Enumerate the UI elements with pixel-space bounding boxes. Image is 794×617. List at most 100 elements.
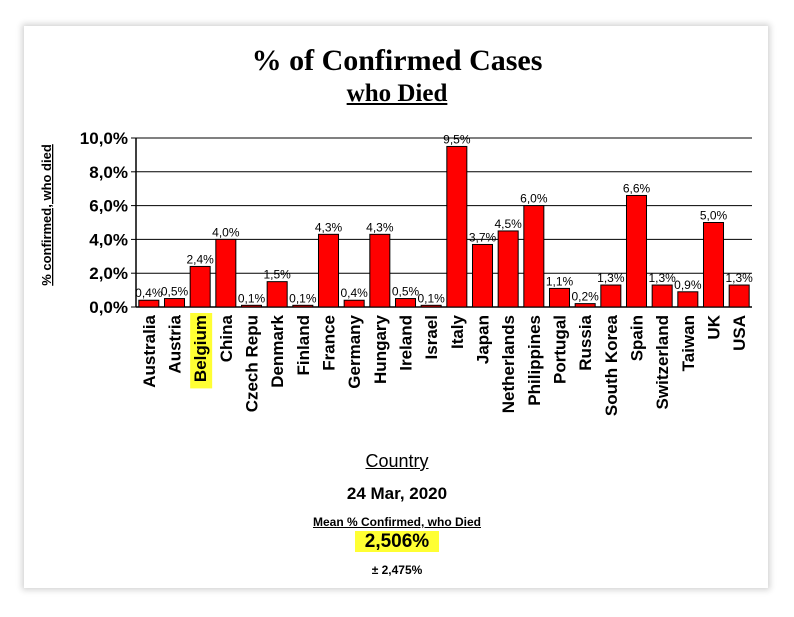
data-label: 4,3% (315, 220, 343, 234)
x-tick-label: Hungary (371, 314, 390, 384)
x-tick-group: UK (705, 314, 724, 339)
bar (625, 194, 648, 308)
y-tick-label: 0,0% (89, 298, 128, 317)
data-label: 2,4% (186, 252, 214, 266)
y-tick-label: 10,0% (80, 129, 128, 148)
mean-value-box: 2,506% (0, 531, 794, 553)
data-label: 1,3% (725, 271, 753, 285)
x-tick-group: Australia (140, 314, 159, 387)
data-label: 0,4% (340, 286, 368, 300)
data-label: 0,1% (289, 291, 317, 305)
x-tick-group: Portugal (551, 315, 570, 384)
x-tick-label: USA (730, 315, 749, 351)
bar (497, 230, 519, 308)
y-tick-label: 6,0% (89, 197, 128, 216)
x-tick-label: Portugal (551, 315, 570, 384)
data-label: 4,3% (366, 220, 394, 234)
data-label: 1,3% (597, 271, 625, 285)
chart-title: % of Confirmed Cases (251, 44, 543, 77)
x-tick-group: Philippines (525, 315, 544, 406)
bar (728, 284, 750, 308)
bar (548, 287, 571, 308)
x-tick-label: Ireland (397, 315, 416, 371)
data-label: 3,7% (469, 230, 497, 244)
bar (369, 233, 391, 308)
x-tick-label: Japan (474, 315, 493, 364)
data-label: 9,5% (443, 132, 471, 146)
bar (677, 291, 699, 308)
x-tick-label: UK (705, 314, 724, 339)
bar (651, 284, 673, 308)
x-tick-group: Hungary (371, 314, 390, 384)
mean-value: 2,506% (354, 531, 440, 552)
std-value: ± 2,475% (371, 563, 423, 577)
highlight-marker (190, 313, 213, 389)
x-tick-group: Spain (628, 315, 647, 361)
x-tick-label: Switzerland (653, 315, 672, 409)
bar (446, 145, 468, 308)
x-tick-group: Russia (576, 314, 595, 370)
data-label: 1,5% (263, 268, 291, 282)
x-tick-label: Australia (140, 314, 159, 387)
x-tick-group: Germany (345, 314, 364, 388)
data-label: 0,1% (238, 291, 266, 305)
bar (240, 304, 263, 308)
x-tick-group: Taiwan (679, 315, 698, 371)
bar (394, 298, 417, 308)
bar (215, 238, 237, 308)
y-tick-labels: 0,0% 2,0% 4,0% 6,0% 8,0% 10,0% (80, 129, 128, 317)
x-tick-label: Finland (294, 315, 313, 375)
x-tick-label: China (217, 314, 236, 362)
x-tick-label: Spain (628, 315, 647, 361)
data-label: 0,2% (571, 290, 599, 304)
data-label: 0,1% (417, 291, 445, 305)
grid-lines (131, 137, 752, 308)
bar (574, 303, 596, 308)
x-tick-group: Italy (448, 314, 467, 349)
data-label: 4,5% (494, 217, 522, 231)
x-tick-label: Austria (166, 314, 185, 373)
bar (523, 205, 545, 308)
bar (292, 304, 314, 308)
bar (420, 304, 442, 308)
x-tick-group: USA (730, 315, 749, 351)
data-label: 4,0% (212, 225, 240, 239)
bar (343, 299, 365, 308)
data-label: 6,6% (623, 181, 651, 195)
bar (600, 284, 622, 308)
y-tick-label: 8,0% (89, 163, 128, 182)
mean-label: Mean % Confirmed, who Died (312, 515, 481, 529)
x-tick-group: Netherlands (499, 315, 518, 413)
data-label: 0,5% (392, 285, 420, 299)
bar (189, 265, 211, 308)
x-axis-label: Country (365, 451, 429, 471)
x-tick-label: Russia (576, 314, 595, 370)
data-label: 1,3% (648, 271, 676, 285)
x-tick-label: France (320, 315, 339, 371)
data-label: 0,4% (135, 286, 163, 300)
y-tick-label: 2,0% (89, 264, 128, 283)
bar (317, 233, 340, 308)
bar (266, 281, 288, 308)
x-tick-group: Denmark (268, 314, 287, 387)
x-tick-group: Finland (294, 315, 313, 375)
x-tick-label: Israel (422, 315, 441, 359)
x-tick-labels: Australia Austria Belgium China Czech Repu De… (140, 313, 749, 416)
bar (471, 243, 494, 308)
x-tick-group: France (320, 315, 339, 371)
x-tick-label: Denmark (268, 314, 287, 387)
x-tick-group: Japan (474, 315, 493, 364)
data-label: 6,0% (520, 192, 548, 206)
bars (138, 145, 750, 308)
y-tick-label: 4,0% (89, 230, 128, 249)
x-tick-label: Philippines (525, 315, 544, 406)
x-tick-group: Czech Repu (243, 315, 262, 412)
x-tick-group: Austria (166, 314, 185, 373)
x-tick-label: Germany (345, 314, 364, 388)
x-tick-label: Netherlands (499, 315, 518, 413)
data-label: 0,5% (161, 285, 189, 299)
y-axis-label: % confirmed, who died (39, 144, 54, 286)
value-labels: 0,4%0,5%2,4%4,0%0,1%1,5%0,1%4,3%0,4%4,3%… (135, 132, 753, 305)
x-tick-label: Czech Repu (243, 315, 262, 412)
